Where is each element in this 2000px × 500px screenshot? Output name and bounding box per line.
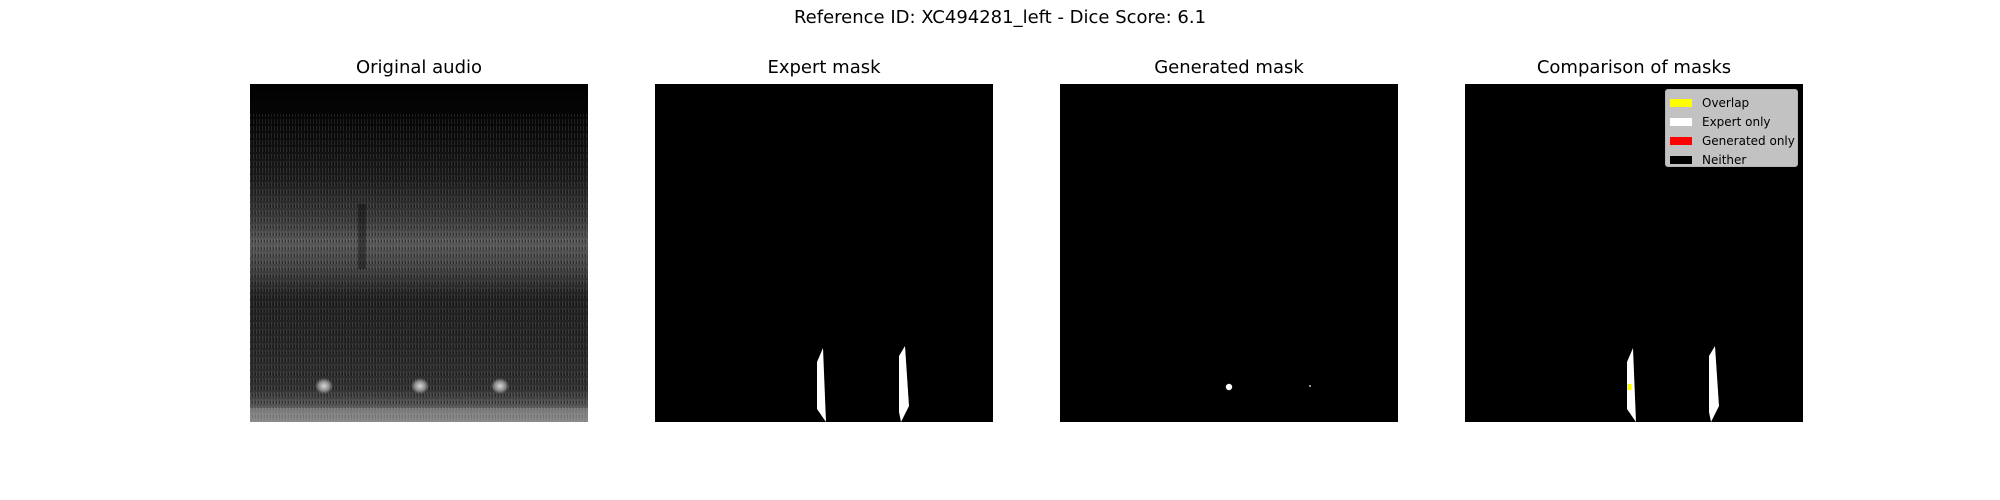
- legend-swatch-neither: [1670, 155, 1692, 164]
- expert-mask-image: [655, 84, 993, 422]
- figure-title: Reference ID: XC494281_left - Dice Score…: [793, 7, 1207, 28]
- legend-swatch-overlap: [1670, 98, 1692, 107]
- panel-title-generated-mask: Generated mask: [1154, 57, 1304, 78]
- legend-item-overlap: Overlap: [1670, 93, 1793, 112]
- panel-comparison-of-masks: Comparison of masks Overlap Expert only: [1465, 57, 1803, 422]
- expert-only-region: [1627, 348, 1636, 422]
- expert-mask-region: [899, 346, 909, 422]
- panel-generated-mask: Generated mask: [1060, 57, 1398, 422]
- generated-mask-image: [1060, 84, 1398, 422]
- legend-label-expert-only: Expert only: [1702, 114, 1771, 129]
- panel-original-audio: Original audio: [250, 57, 588, 422]
- legend-label-overlap: Overlap: [1702, 95, 1750, 110]
- legend-swatch-expert-only: [1670, 117, 1692, 126]
- legend-label-neither: Neither: [1702, 152, 1747, 167]
- comparison-mask-image: Overlap Expert only Generated only Neith…: [1465, 84, 1803, 422]
- expert-only-region: [1709, 346, 1719, 422]
- generated-mask-region: [1309, 385, 1311, 387]
- overlap-region: [1627, 384, 1631, 390]
- legend-label-generated-only: Generated only: [1702, 133, 1795, 148]
- spectrogram-image: [250, 84, 588, 422]
- legend-swatch-generated-only: [1670, 136, 1692, 145]
- legend: Overlap Expert only Generated only Neith…: [1665, 89, 1798, 167]
- legend-item-neither: Neither: [1670, 150, 1793, 169]
- panel-title-comparison-of-masks: Comparison of masks: [1536, 57, 1732, 78]
- panel-title-expert-mask: Expert mask: [767, 57, 881, 78]
- legend-item-generated-only: Generated only: [1670, 131, 1795, 150]
- panel-title-original-audio: Original audio: [355, 57, 483, 78]
- panel-expert-mask: Expert mask: [655, 57, 993, 422]
- generated-mask-region: [1225, 383, 1233, 391]
- legend-item-expert-only: Expert only: [1670, 112, 1793, 131]
- expert-mask-region: [817, 348, 826, 422]
